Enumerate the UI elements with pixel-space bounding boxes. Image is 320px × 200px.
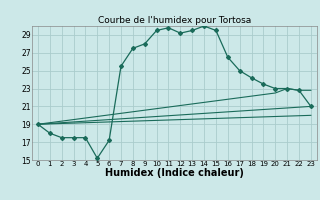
X-axis label: Humidex (Indice chaleur): Humidex (Indice chaleur) [105,168,244,178]
Title: Courbe de l'humidex pour Tortosa: Courbe de l'humidex pour Tortosa [98,16,251,25]
